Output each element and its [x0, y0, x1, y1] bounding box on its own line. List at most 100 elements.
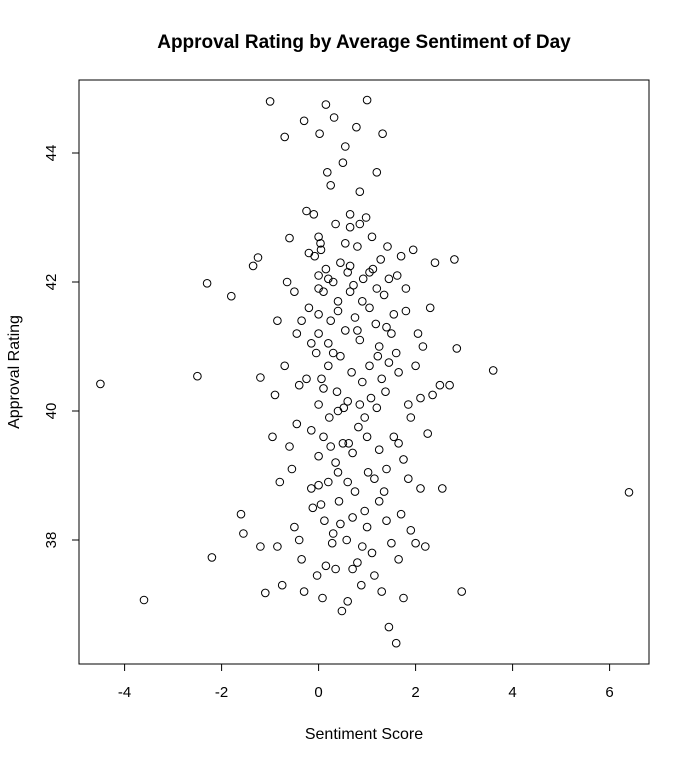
data-point: [396, 509, 406, 519]
data-point: [392, 271, 402, 280]
data-point: [333, 406, 343, 416]
data-point: [342, 535, 352, 545]
data-point: [452, 344, 462, 353]
data-point: [367, 232, 377, 242]
data-point: [344, 439, 354, 448]
data-point: [389, 432, 399, 442]
data-point: [338, 158, 348, 167]
data-point: [333, 297, 343, 306]
data-point: [418, 342, 428, 351]
data-point: [304, 248, 314, 258]
data-point: [317, 374, 326, 384]
data-point: [391, 348, 401, 358]
data-point: [425, 303, 435, 313]
data-point: [319, 384, 328, 393]
data-point: [341, 326, 350, 335]
data-point: [332, 387, 342, 397]
data-point: [282, 277, 292, 287]
data-point: [285, 442, 294, 451]
data-point: [404, 400, 413, 409]
data-point: [357, 580, 366, 590]
data-point: [202, 279, 212, 288]
data-point: [349, 280, 358, 290]
x-axis-label: Sentiment Score: [305, 726, 423, 743]
data-point: [331, 564, 340, 574]
data-point: [371, 319, 381, 329]
data-point: [287, 464, 297, 474]
data-point: [310, 251, 320, 261]
data-point: [326, 181, 336, 190]
data-point: [384, 358, 394, 367]
data-point: [383, 242, 392, 251]
data-point: [394, 439, 403, 448]
data-point: [314, 271, 323, 280]
data-point: [227, 291, 236, 301]
data-point: [280, 361, 290, 371]
data-point: [261, 588, 270, 598]
data-point: [316, 239, 325, 248]
data-point: [363, 468, 373, 477]
data-point: [372, 403, 382, 413]
data-point: [312, 571, 322, 580]
data-point: [248, 261, 258, 271]
data-point: [316, 500, 326, 509]
data-point: [343, 397, 353, 406]
y-tick-label: 38: [43, 532, 60, 549]
data-point: [373, 351, 383, 361]
data-point: [319, 287, 328, 297]
data-point: [362, 522, 372, 532]
data-point: [316, 245, 326, 255]
data-point: [328, 529, 338, 538]
data-point: [299, 587, 309, 596]
data-point: [345, 210, 355, 219]
data-point: [353, 242, 362, 251]
data-point: [399, 455, 408, 464]
data-point: [416, 484, 425, 493]
data-point: [389, 310, 399, 319]
y-axis-label: Approval Rating: [6, 315, 23, 429]
data-point: [381, 387, 390, 397]
data-point: [318, 593, 327, 603]
data-point: [374, 497, 384, 506]
data-point: [374, 342, 384, 351]
data-point: [404, 474, 413, 484]
data-point: [438, 484, 447, 493]
data-point: [96, 379, 105, 389]
y-tick-label: 44: [43, 145, 60, 162]
data-point: [372, 284, 382, 293]
data-point: [207, 553, 217, 562]
data-point: [445, 380, 454, 390]
data-point: [353, 326, 362, 335]
data-point: [384, 622, 394, 632]
data-point: [365, 303, 374, 313]
x-tick-label: 0: [314, 684, 322, 701]
data-point: [343, 477, 353, 487]
data-point: [401, 284, 411, 293]
data-point: [302, 374, 311, 384]
data-point: [334, 497, 344, 506]
data-point: [411, 361, 420, 371]
data-point: [374, 445, 384, 455]
data-point: [421, 542, 430, 551]
data-point: [280, 132, 290, 142]
data-point: [307, 484, 316, 493]
data-point: [345, 287, 355, 297]
data-point: [341, 142, 350, 151]
data-point: [314, 329, 323, 338]
y-tick-label: 40: [43, 403, 60, 420]
data-point: [401, 306, 411, 316]
data-point: [331, 458, 340, 467]
data-point: [343, 597, 353, 606]
data-point: [377, 374, 387, 384]
data-point: [382, 516, 391, 526]
data-point: [336, 351, 345, 361]
data-point: [139, 595, 149, 605]
data-point: [387, 329, 396, 338]
data-point: [411, 538, 420, 548]
data-point: [382, 464, 391, 474]
data-point: [355, 335, 365, 345]
data-point: [292, 419, 302, 429]
data-point: [294, 535, 304, 545]
data-point: [435, 380, 445, 390]
